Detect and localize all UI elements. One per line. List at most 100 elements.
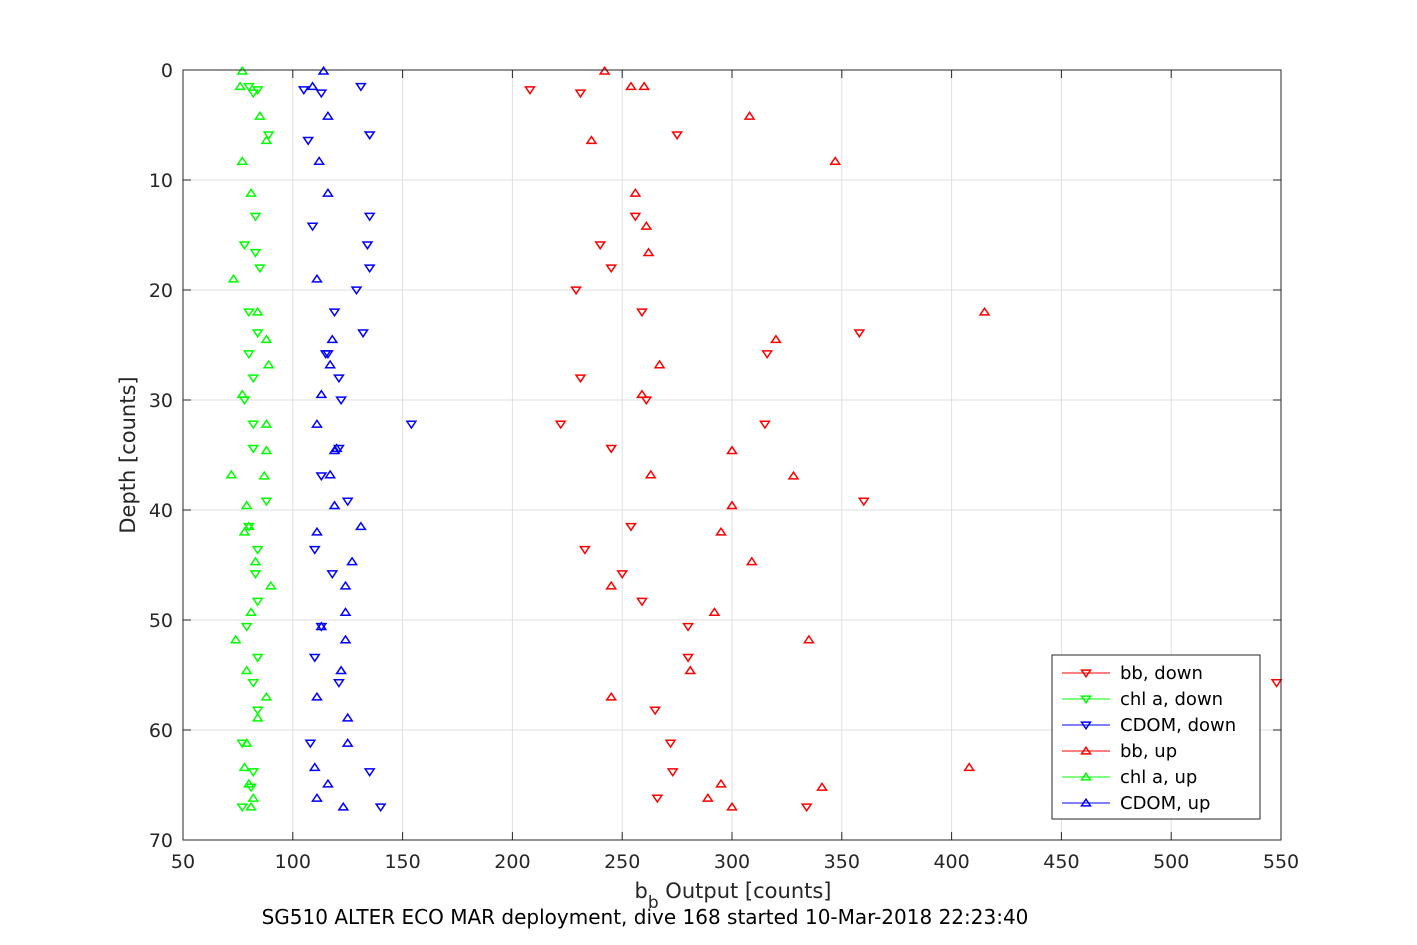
data-point [761, 350, 774, 359]
axis-ticks: 50 100 150 200 250 300 350 400 450 500 550 0 10 20 30 4… [149, 60, 1299, 873]
data-point [242, 308, 255, 318]
data-point [324, 469, 337, 479]
data-point [238, 241, 251, 251]
legend-label: bb, up [1120, 741, 1177, 762]
legend-marker [1080, 669, 1092, 679]
y-tick-label: 60 [149, 720, 173, 742]
data-point [629, 188, 642, 197]
data-point [341, 712, 354, 722]
data-point [354, 521, 367, 531]
data-point [636, 597, 648, 607]
x-tick-label: 500 [1153, 851, 1189, 873]
data-point [297, 86, 310, 95]
data-point [242, 521, 255, 531]
data-point [330, 443, 343, 453]
data-point [682, 653, 694, 663]
data-point [225, 469, 238, 479]
data-point [251, 706, 264, 716]
data-point [260, 334, 273, 344]
legend-marker [1080, 745, 1092, 755]
data-point [229, 634, 242, 644]
data-point [322, 778, 334, 788]
x-tick-label: 250 [604, 851, 640, 873]
data-point [322, 188, 334, 197]
data-point [554, 420, 567, 430]
data-point [253, 111, 266, 120]
data-point [759, 420, 771, 430]
data-point [598, 65, 611, 75]
data-point [260, 419, 273, 428]
data-point [853, 329, 866, 339]
data-point [524, 86, 536, 95]
data-point [308, 653, 321, 663]
data-point [574, 374, 587, 384]
data-point [234, 81, 246, 91]
data-point [240, 665, 253, 675]
data-point [242, 350, 255, 359]
data-point [317, 65, 330, 75]
data-point [346, 556, 358, 566]
data-point [770, 334, 782, 344]
data-point [644, 469, 657, 479]
data-point [236, 803, 249, 813]
data-point [302, 136, 315, 146]
data-point [326, 334, 339, 344]
data-point [313, 156, 326, 165]
data-point [245, 783, 257, 793]
data-point [315, 472, 328, 482]
data-point [262, 359, 275, 369]
data-point [247, 89, 260, 99]
data-point [249, 556, 262, 566]
data-point [642, 247, 655, 257]
data-point [363, 768, 376, 777]
data-point [682, 622, 694, 632]
axis-labels: Depth [counts] bb Output [counts] SG510 … [116, 376, 1028, 929]
legend-marker [1080, 771, 1092, 781]
data-point [308, 762, 321, 772]
data-point [361, 241, 374, 251]
data-point [978, 306, 991, 316]
data-point [726, 500, 738, 510]
y-tick-label: 50 [149, 610, 173, 632]
data-point [251, 545, 264, 555]
data-point [684, 665, 697, 675]
data-point [260, 497, 273, 507]
data-point [322, 111, 334, 120]
data-point [671, 131, 684, 141]
series-2 [297, 82, 418, 813]
data-point [405, 420, 418, 430]
data-point [315, 89, 328, 99]
data-point [315, 389, 328, 399]
data-point [726, 445, 738, 455]
data-point [247, 374, 260, 384]
data-point [326, 570, 339, 579]
legend-label: CDOM, up [1120, 793, 1210, 814]
series-5 [306, 65, 367, 811]
data-point [816, 782, 828, 791]
data-point [264, 580, 277, 590]
data-point [251, 329, 264, 339]
data-point [605, 580, 618, 590]
x-tick-label: 200 [494, 851, 530, 873]
data-point [335, 396, 348, 406]
data-point [857, 497, 870, 507]
data-point [374, 803, 387, 813]
x-axis-label-main: b [634, 879, 647, 903]
data-point [328, 308, 341, 318]
x-tick-label: 100 [275, 851, 311, 873]
data-point [625, 522, 637, 532]
data-point [629, 212, 642, 222]
data-point [350, 286, 363, 296]
data-point [258, 470, 271, 480]
x-tick-label: 550 [1263, 851, 1299, 873]
legend-label: chl a, up [1120, 767, 1197, 788]
legend-marker [1080, 695, 1092, 705]
data-point [236, 389, 249, 399]
legend-marker [1080, 797, 1092, 807]
data-point [247, 679, 260, 688]
data-point [570, 286, 582, 296]
data-point [251, 712, 264, 722]
data-point [247, 420, 260, 430]
data-point [1270, 679, 1283, 688]
